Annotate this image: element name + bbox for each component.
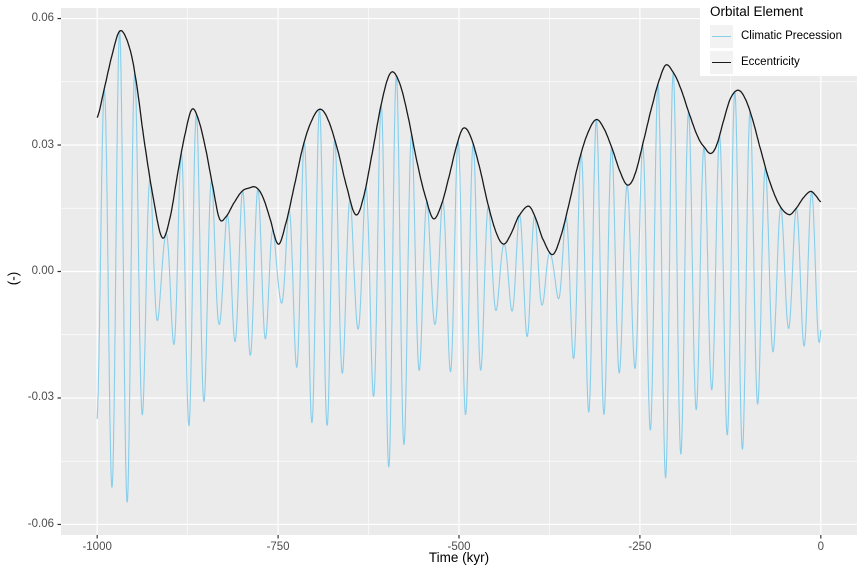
eccentricity-line-sample-icon [712, 61, 731, 63]
x-tick-label: -500 [447, 541, 471, 553]
legend-item-label: Climatic Precession [741, 30, 842, 42]
x-tick-label: 0 [817, 541, 825, 553]
legend-item-label: Eccentricity [741, 56, 800, 68]
x-axis-title: Time (kyr) [428, 550, 490, 565]
legend-key-eccentricity [710, 50, 733, 74]
x-tick-label: -1000 [82, 541, 112, 553]
legend-item-climatic-precession: Climatic Precession [710, 23, 864, 49]
legend-key-climatic-precession [710, 24, 733, 48]
y-tick-label: -0.03 [27, 391, 54, 404]
climatic-precession-line [96, 30, 822, 503]
legend: Orbital Element Climatic Precession Ecce… [700, 0, 864, 76]
y-tick-label: 0.03 [31, 138, 54, 151]
y-axis-title: (-) [5, 271, 21, 286]
y-tick-label: -0.06 [27, 517, 54, 530]
legend-item-eccentricity: Eccentricity [710, 49, 864, 75]
legend-title: Orbital Element [710, 4, 804, 19]
y-tick-label: 0.00 [31, 265, 54, 277]
x-tick-label: -750 [266, 541, 290, 553]
y-tick-label: 0.06 [31, 12, 54, 25]
eccentricity-line [96, 29, 822, 256]
precession-line-sample-icon [712, 35, 731, 37]
x-tick-label: -250 [628, 541, 652, 553]
